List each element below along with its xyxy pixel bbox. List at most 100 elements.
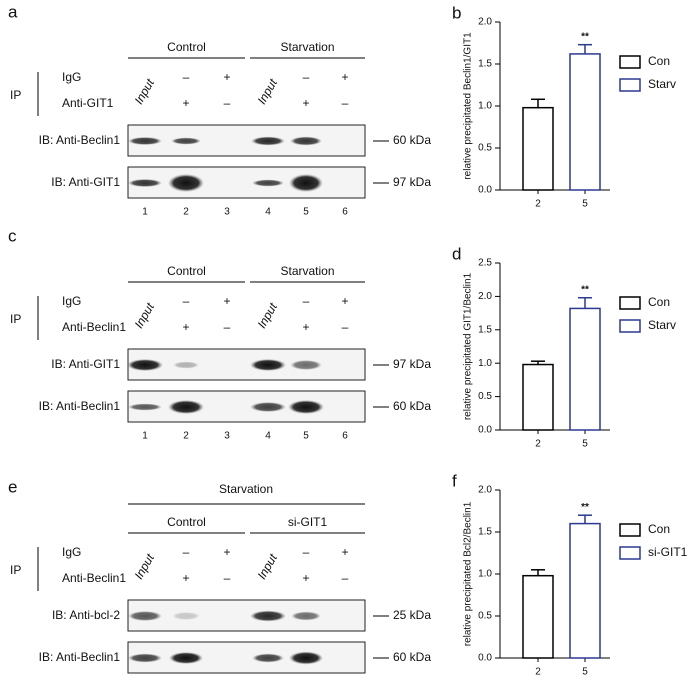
band (128, 179, 162, 187)
size-label: 60 kDa (393, 650, 431, 664)
x-tick-label: 5 (582, 199, 588, 210)
group-label: Starvation (280, 40, 334, 54)
ip-sign: – (224, 96, 231, 110)
band (290, 136, 322, 146)
ip-sign: + (302, 320, 309, 334)
y-axis-label: relative precipitated Bcl2/Beclin1 (463, 501, 474, 646)
legend-swatch (619, 319, 641, 333)
y-tick-label: 0.5 (478, 611, 492, 622)
ip-row-label: IgG (62, 70, 81, 84)
significance: ** (581, 31, 589, 42)
input-label: Input (132, 76, 158, 107)
band (127, 359, 163, 371)
ip-sign: + (341, 545, 348, 559)
band (128, 137, 162, 145)
y-tick-label: 1.5 (478, 324, 492, 335)
panel-label: e (8, 477, 17, 496)
band (172, 612, 200, 620)
blot-label: IB: Anti-GIT1 (51, 357, 120, 371)
ip-sign: – (303, 70, 310, 84)
group-label: Control (167, 515, 206, 529)
band (250, 359, 286, 371)
ip-sign: – (342, 571, 349, 585)
blot (127, 124, 366, 157)
significance: ** (581, 502, 589, 513)
x-tick-label: 5 (582, 439, 588, 450)
ip-row-label: IgG (62, 294, 81, 308)
legend-label: Starv (648, 318, 676, 332)
lane-number: 4 (265, 207, 271, 218)
legend-swatch (619, 546, 641, 560)
band (128, 403, 162, 411)
ip-row-label: IgG (62, 545, 81, 559)
input-label: Input (132, 551, 158, 582)
y-tick-label: 2.0 (478, 17, 492, 28)
y-tick-label: 2.0 (478, 485, 492, 496)
y-tick-label: 2.0 (478, 291, 492, 302)
input-label: Input (255, 76, 281, 107)
y-tick-label: 0.0 (478, 185, 492, 196)
lane-number: 3 (224, 207, 230, 218)
y-tick-label: 1.0 (478, 101, 492, 112)
y-tick-label: 0.5 (478, 143, 492, 154)
lane-number: 1 (142, 207, 148, 218)
y-tick-label: 2.5 (478, 258, 492, 269)
ip-sign: – (224, 320, 231, 334)
bar (569, 53, 601, 191)
panel-label: c (8, 226, 17, 245)
bar (522, 574, 554, 659)
y-tick-label: 0.0 (478, 653, 492, 664)
x-tick-label: 2 (535, 439, 541, 450)
ip-sign: + (223, 545, 230, 559)
blot (127, 166, 366, 199)
lane-number: 5 (303, 207, 309, 218)
y-tick-label: 0.0 (478, 425, 492, 436)
ip-row-label: Anti-Beclin1 (62, 320, 126, 334)
ip-sign: – (303, 294, 310, 308)
lane-number: 2 (183, 207, 189, 218)
blot-label: IB: Anti-Beclin1 (39, 133, 121, 147)
group-label: si-GIT1 (288, 515, 328, 529)
blot-label: IB: Anti-bcl-2 (52, 608, 120, 622)
ip-sign: – (183, 545, 190, 559)
band (128, 653, 162, 663)
y-tick-label: 1.0 (478, 569, 492, 580)
y-axis-label: relative precipitated Beclin1/GIT1 (463, 32, 474, 180)
blot-label: IB: Anti-GIT1 (51, 175, 120, 189)
band (288, 400, 324, 414)
ip-sign: – (183, 294, 190, 308)
lane-number: 3 (224, 431, 230, 442)
size-label: 60 kDa (393, 399, 431, 413)
panel-label: d (452, 244, 461, 263)
band (173, 361, 199, 369)
band (290, 360, 322, 370)
ip-label: IP (10, 88, 21, 102)
blot (127, 348, 366, 381)
lane-number: 6 (342, 431, 348, 442)
panel-label: f (452, 471, 457, 490)
ip-row-label: Anti-Beclin1 (62, 571, 126, 585)
x-tick-label: 2 (535, 667, 541, 677)
blot (127, 641, 366, 674)
ip-row-label: Anti-GIT1 (62, 96, 114, 110)
band (289, 174, 323, 192)
input-label: Input (255, 551, 281, 582)
size-label: 97 kDa (393, 357, 431, 371)
legend-label: Con (648, 522, 670, 536)
bar (569, 307, 601, 431)
legend-swatch (619, 523, 641, 537)
input-label: Input (132, 300, 158, 331)
band (128, 611, 162, 621)
ip-sign: – (342, 96, 349, 110)
band (289, 651, 323, 665)
lane-number: 1 (142, 431, 148, 442)
size-label: 60 kDa (393, 133, 431, 147)
legend-label: si-GIT1 (648, 545, 688, 559)
blot (127, 390, 366, 423)
x-tick-label: 2 (535, 199, 541, 210)
ip-label: IP (10, 312, 21, 326)
band (169, 652, 203, 664)
legend-label: Con (648, 295, 670, 309)
band (171, 137, 201, 145)
